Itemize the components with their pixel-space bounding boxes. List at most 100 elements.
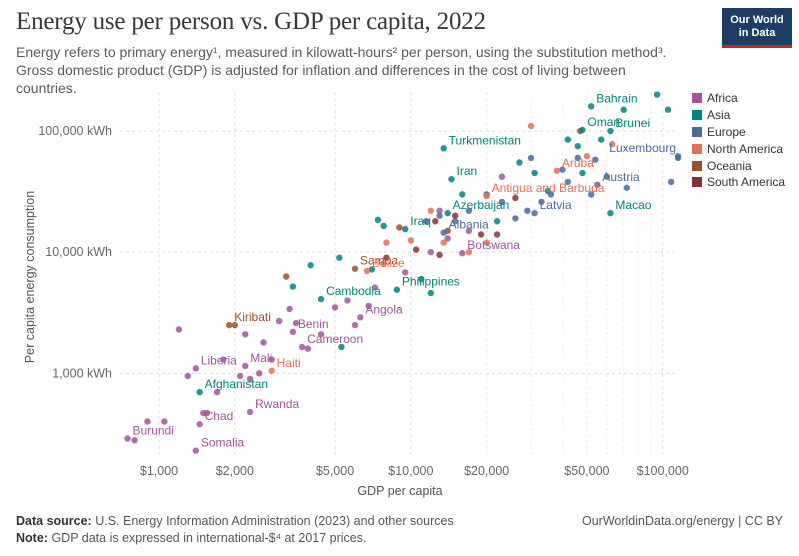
data-point[interactable]: [256, 370, 263, 377]
data-point[interactable]: [527, 154, 535, 162]
data-point[interactable]: [664, 106, 672, 113]
data-point[interactable]: [427, 289, 435, 297]
data-point[interactable]: [331, 304, 339, 311]
data-point[interactable]: [583, 152, 591, 160]
data-point[interactable]: [587, 103, 595, 110]
data-point[interactable]: [351, 321, 359, 329]
data-point[interactable]: [498, 173, 506, 180]
data-point[interactable]: [383, 254, 390, 261]
data-point[interactable]: [175, 326, 183, 333]
data-point[interactable]: [531, 209, 538, 217]
data-point[interactable]: [422, 218, 430, 225]
data-point[interactable]: [292, 319, 300, 327]
data-point[interactable]: [275, 317, 283, 325]
data-point[interactable]: [380, 222, 387, 230]
data-point[interactable]: [440, 239, 447, 246]
data-point[interactable]: [574, 142, 581, 150]
data-point[interactable]: [465, 207, 473, 214]
data-point[interactable]: [196, 388, 203, 396]
legend-item[interactable]: Europe: [692, 124, 785, 141]
legend-item[interactable]: Oceania: [692, 157, 785, 174]
data-point[interactable]: [260, 339, 267, 346]
data-point[interactable]: [579, 126, 586, 134]
data-point[interactable]: [440, 145, 447, 152]
data-point[interactable]: [336, 254, 343, 261]
legend-item[interactable]: North America: [692, 140, 785, 157]
data-point[interactable]: [667, 178, 675, 186]
data-point[interactable]: [527, 122, 535, 130]
data-point[interactable]: [653, 91, 661, 98]
data-point[interactable]: [608, 140, 616, 148]
data-point[interactable]: [374, 216, 382, 224]
data-point[interactable]: [124, 435, 131, 442]
data-point[interactable]: [192, 365, 200, 372]
data-point[interactable]: [598, 136, 605, 143]
data-point[interactable]: [432, 218, 439, 225]
data-point[interactable]: [564, 136, 572, 143]
data-point[interactable]: [459, 191, 466, 198]
data-point[interactable]: [402, 225, 409, 233]
data-point[interactable]: [380, 260, 387, 268]
data-point[interactable]: [427, 248, 435, 256]
data-point[interactable]: [564, 178, 572, 186]
data-point[interactable]: [531, 169, 538, 177]
data-point[interactable]: [465, 248, 473, 256]
data-point[interactable]: [396, 224, 403, 231]
data-point[interactable]: [607, 127, 614, 135]
data-point[interactable]: [483, 239, 490, 246]
data-point[interactable]: [620, 106, 627, 113]
data-point[interactable]: [196, 421, 203, 428]
data-point[interactable]: [283, 273, 290, 280]
data-point[interactable]: [289, 283, 297, 290]
data-point[interactable]: [144, 418, 151, 425]
data-point[interactable]: [512, 215, 519, 222]
data-point[interactable]: [603, 173, 611, 180]
data-point[interactable]: [493, 218, 501, 225]
data-point[interactable]: [226, 321, 233, 329]
data-point[interactable]: [242, 331, 249, 338]
data-point[interactable]: [579, 169, 586, 177]
data-point[interactable]: [200, 409, 207, 417]
data-point[interactable]: [444, 209, 451, 217]
data-point[interactable]: [574, 154, 581, 162]
data-point[interactable]: [344, 297, 351, 304]
data-point[interactable]: [286, 305, 293, 313]
data-point[interactable]: [402, 269, 409, 276]
data-point[interactable]: [231, 321, 239, 329]
data-point[interactable]: [674, 152, 682, 160]
data-point[interactable]: [477, 231, 485, 238]
data-point[interactable]: [363, 267, 371, 275]
data-point[interactable]: [184, 372, 191, 380]
data-point[interactable]: [452, 218, 459, 225]
data-point[interactable]: [436, 212, 443, 219]
data-point[interactable]: [459, 250, 466, 257]
data-point[interactable]: [371, 284, 379, 291]
data-point[interactable]: [131, 437, 138, 444]
data-point[interactable]: [440, 229, 447, 236]
data-point[interactable]: [317, 295, 325, 303]
data-point[interactable]: [407, 237, 415, 244]
credit-link[interactable]: OurWorldinData.org/energy | CC BY: [581, 514, 783, 528]
data-point[interactable]: [246, 408, 254, 416]
data-point[interactable]: [592, 156, 599, 163]
data-point[interactable]: [553, 167, 561, 174]
data-point[interactable]: [607, 209, 614, 217]
data-point[interactable]: [493, 231, 501, 238]
data-point[interactable]: [452, 212, 459, 219]
data-point[interactable]: [246, 375, 254, 383]
data-point[interactable]: [317, 331, 325, 338]
data-point[interactable]: [587, 191, 595, 198]
data-point[interactable]: [436, 207, 443, 214]
data-point[interactable]: [516, 159, 523, 166]
data-point[interactable]: [412, 246, 420, 253]
data-point[interactable]: [465, 227, 473, 235]
data-point[interactable]: [498, 198, 506, 206]
data-point[interactable]: [357, 314, 364, 321]
data-point[interactable]: [538, 198, 545, 206]
data-point[interactable]: [559, 166, 566, 173]
data-point[interactable]: [547, 191, 555, 198]
data-point[interactable]: [268, 356, 275, 363]
data-point[interactable]: [213, 388, 221, 396]
data-point[interactable]: [448, 176, 455, 183]
data-point[interactable]: [192, 447, 200, 454]
